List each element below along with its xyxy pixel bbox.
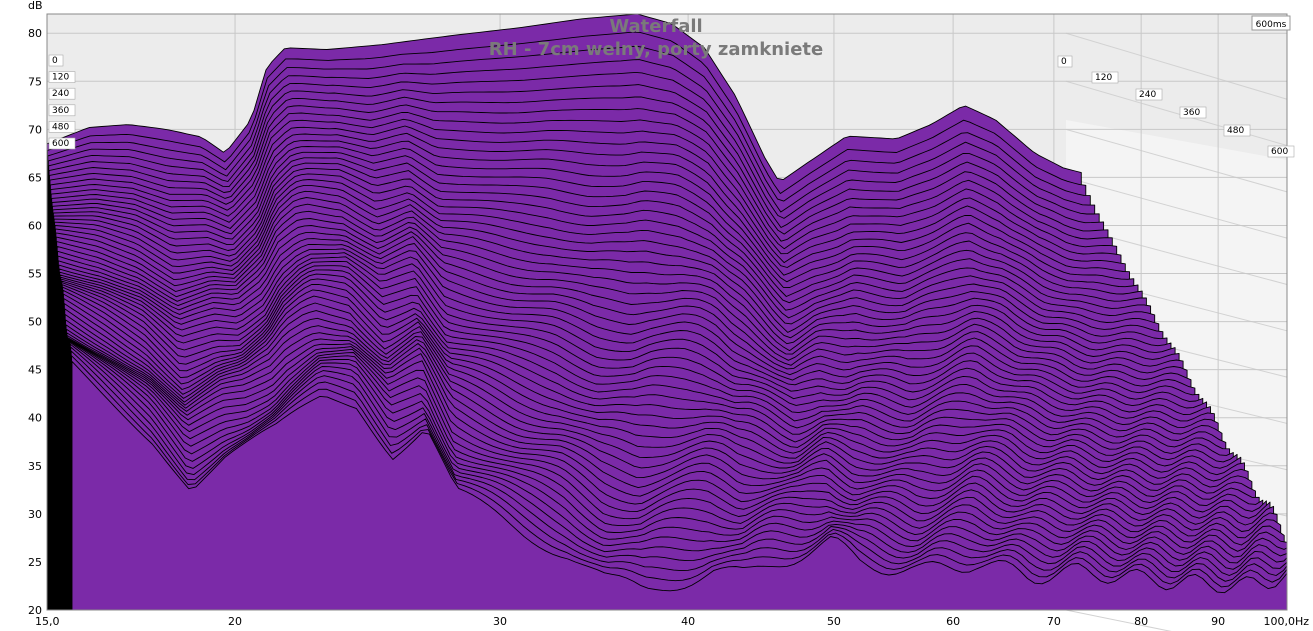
x-tick-label: 70: [1047, 615, 1061, 628]
x-tick-label: 60: [946, 615, 960, 628]
time-label-box-right: [1267, 145, 1295, 158]
y-tick-label: 35: [28, 460, 42, 473]
y-axis-label: dB: [28, 0, 43, 12]
time-label-box-left: [48, 87, 76, 100]
time-label-box-left: [48, 104, 76, 117]
time-label-box-right: [1223, 124, 1251, 137]
time-label-left: 120: [52, 73, 69, 83]
y-tick-label: 80: [28, 27, 42, 40]
y-tick-label: 25: [28, 556, 42, 569]
time-label-left: 360: [52, 106, 69, 116]
x-tick-label: 40: [681, 615, 695, 628]
chart-subtitle: RH - 7cm welny, porty zamkniete: [489, 39, 824, 60]
time-label-left: 480: [52, 122, 69, 132]
time-label-left: 0: [52, 56, 58, 66]
y-tick-label: 50: [28, 316, 42, 329]
time-label-right: 480: [1227, 126, 1244, 136]
y-tick-label: 45: [28, 364, 42, 377]
y-tick-label: 40: [28, 412, 42, 425]
perspective-line: [1065, 609, 1172, 631]
perspective-line: [1065, 176, 1288, 239]
chart-title: Waterfall: [609, 16, 702, 37]
perspective-line: [1065, 128, 1288, 193]
time-label-box-left: [48, 121, 76, 133]
y-tick-label: 75: [28, 75, 42, 88]
y-tick-label: 20: [28, 604, 42, 617]
x-tick-label: 80: [1134, 615, 1148, 628]
time-label-box-left: [48, 54, 64, 67]
time-label-box-left: [48, 137, 76, 150]
y-tick-label: 70: [28, 123, 42, 136]
x-tick-label: 30: [493, 615, 507, 628]
time-label-left: 240: [52, 89, 69, 99]
x-tick-label: 15,0: [35, 615, 60, 628]
time-label-left: 600: [52, 139, 69, 149]
plot-border: [46, 13, 1288, 611]
x-tick-label: 90: [1211, 615, 1225, 628]
x-tick-label: 50: [827, 615, 841, 628]
time-label-box-right: [1091, 71, 1119, 84]
x-tick-label: 100,0Hz: [1263, 615, 1309, 628]
waterfall-slices: [47, 14, 1287, 610]
x-tick-labels: 15,0 20 30 40 50 60 70 80 90 100,0Hz: [35, 615, 1309, 628]
perspective-line: [1065, 32, 1288, 100]
time-label-right: 120: [1095, 73, 1112, 83]
y-tick-label: 65: [28, 171, 42, 184]
y-tick-label: 30: [28, 508, 42, 521]
time-axis-labels: 0 120 240 360 480 600 0 120 240 360 480 600: [48, 54, 1295, 158]
time-label-box-right: [1179, 106, 1207, 119]
time-label-box-right: [1135, 88, 1163, 101]
time-label-right: 240: [1139, 90, 1156, 100]
time-end-badge: [1251, 15, 1291, 31]
y-tick-label: 60: [28, 219, 42, 232]
y-tick-label: 55: [28, 268, 42, 281]
time-label-box-right: [1057, 55, 1073, 68]
waterfall-slice: [71, 360, 1287, 610]
x-tick-label: 20: [228, 615, 242, 628]
time-label-right: 360: [1183, 108, 1200, 118]
time-end-label: 600ms: [1256, 20, 1287, 30]
time-label-right: 600: [1271, 147, 1288, 157]
time-label-right: 0: [1061, 57, 1067, 67]
y-tick-labels: 20 25 30 35 40 45 50 55 60 65 70 75 80: [28, 27, 42, 617]
time-label-box-left: [48, 71, 76, 83]
